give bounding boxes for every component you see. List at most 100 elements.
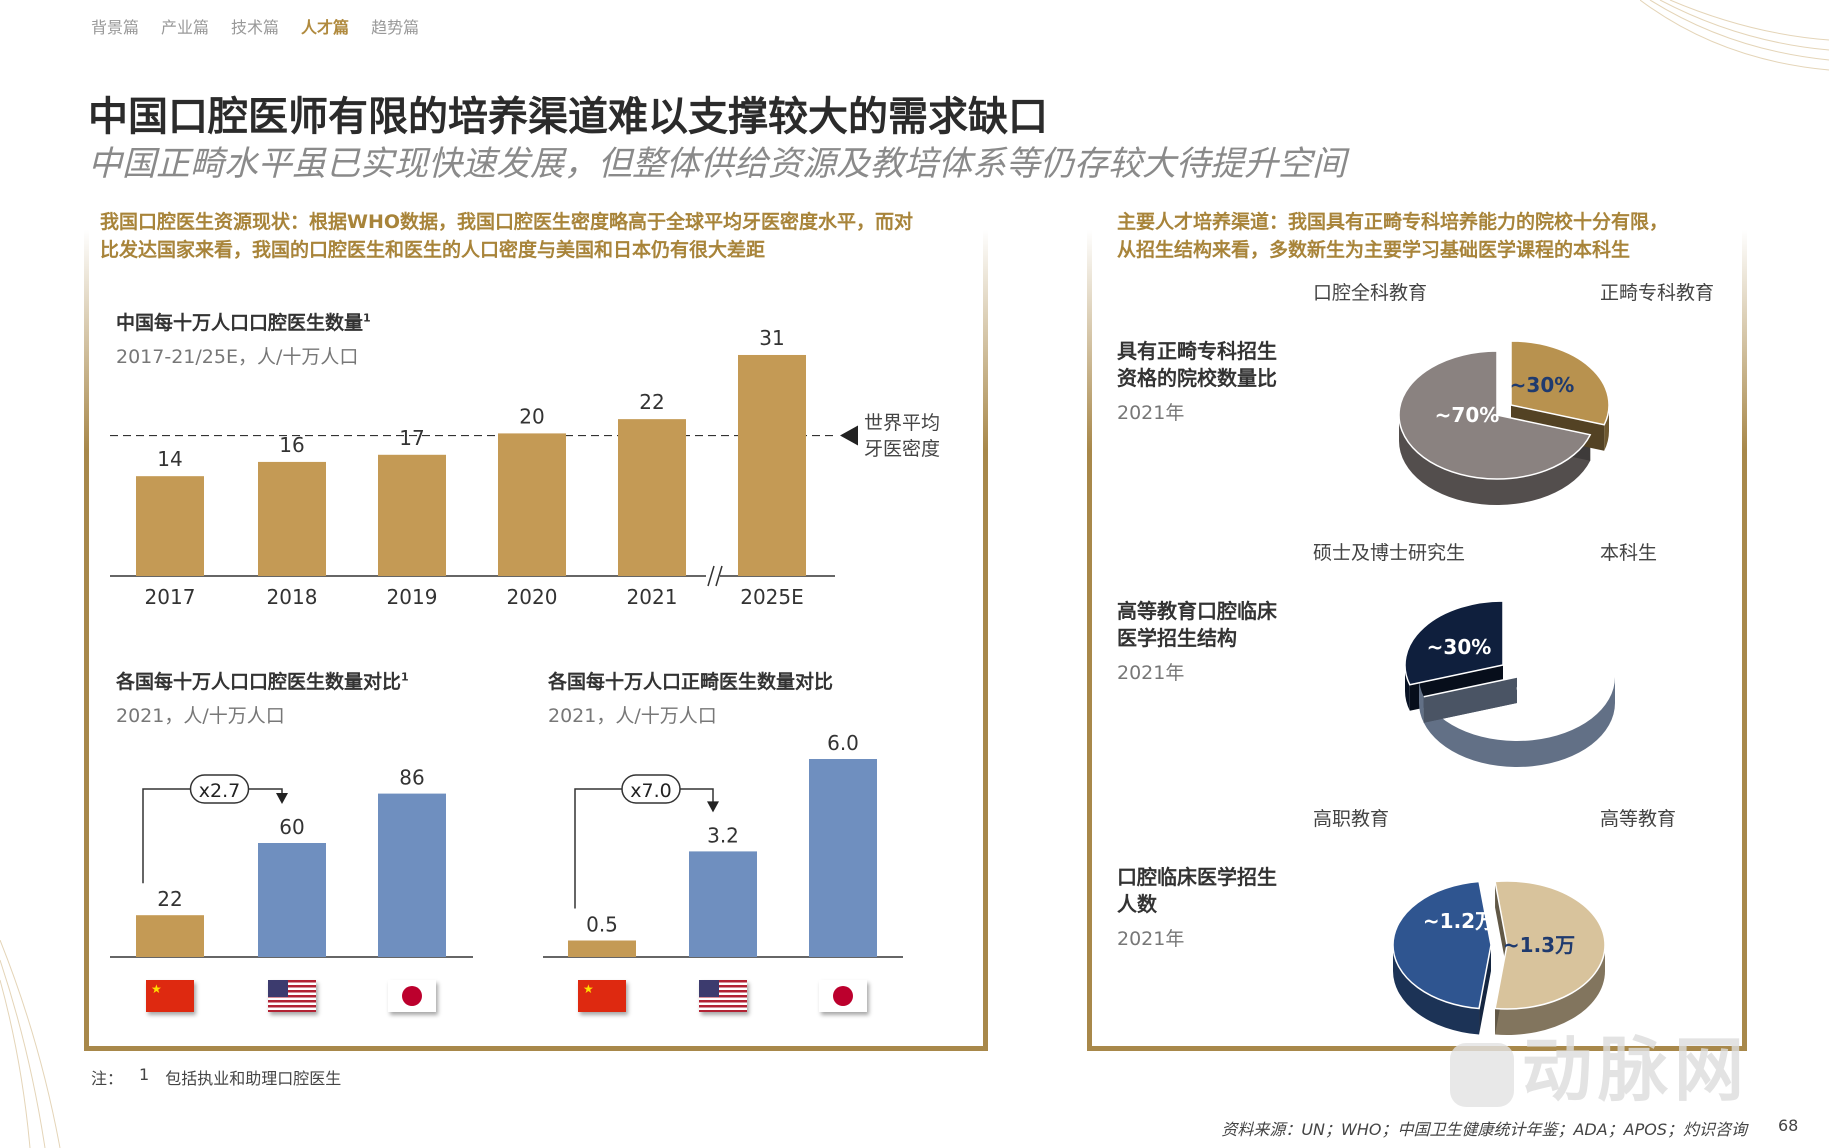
pie-slice-硕士及博士研究生 — [1404, 600, 1504, 686]
multiplier-badge — [189, 774, 250, 804]
data-label: 22 — [157, 887, 182, 911]
pie-slice-wall — [1423, 677, 1517, 723]
pie-slice-wall — [1495, 881, 1507, 971]
arrow-down-icon — [276, 793, 288, 804]
tab-technology[interactable]: 技术篇 — [231, 18, 280, 37]
pie-legend-label: 正畸专科教育 — [1600, 282, 1715, 304]
pie-slice-label: ~70% — [1515, 675, 1580, 699]
note-line: 比发达国家来看，我国的口腔医生和医生的人口密度与美国和日本仍有很大差距 — [100, 239, 766, 261]
bar-China — [136, 915, 204, 957]
decorative-lines — [1640, 0, 1829, 71]
data-label: 3.2 — [707, 823, 739, 847]
page-subtitle: 中国正畸水平虽已实现快速发展，但整体供给资源及教培体系等仍存较大待提升空间 — [88, 144, 1346, 184]
chart1-subtitle: 2017-21/25E，人/十万人口 — [116, 346, 359, 368]
multiplier-text: x2.7 — [199, 780, 240, 802]
china-flag-icon: ★ — [578, 980, 626, 1012]
pie-year: 2021年 — [1117, 928, 1185, 950]
multiplier-badge — [621, 774, 681, 804]
right-panel-note: 主要人才培养渠道：我国具有正畸专科培养能力的院校十分有限， 从招生结构来看，多数… — [1117, 208, 1668, 264]
bar-2019 — [378, 454, 446, 576]
chart1-title-text: 中国每十万人口口腔医生数量 — [116, 312, 364, 334]
bar-2018 — [258, 461, 326, 576]
data-label: 22 — [639, 390, 664, 414]
pie-slice-side — [1393, 945, 1480, 1035]
pie-year: 2021年 — [1117, 402, 1185, 424]
usa-flag-icon — [699, 980, 747, 1012]
chart2-title-text: 各国每十万人口口腔医生数量对比 — [116, 671, 402, 693]
pie-title-line: 具有正畸专科招生 — [1117, 339, 1277, 363]
data-label: 16 — [279, 433, 304, 457]
world-average-label: 世界平均 牙医密度 — [864, 410, 940, 462]
bar-USA — [258, 843, 326, 957]
bar-2025E — [738, 354, 806, 576]
ref-label-line: 世界平均 — [864, 412, 941, 434]
footnote: 注： 1 包括执业和助理口腔医生 — [91, 1065, 341, 1089]
footnote-text: 包括执业和助理口腔医生 — [165, 1069, 342, 1088]
watermark-logo-icon — [1450, 1042, 1514, 1107]
pie-slice-label: ~1.2万 — [1423, 909, 1495, 933]
watermark: 动脉网 — [1450, 1034, 1750, 1107]
pie-legend-label: 硕士及博士研究生 — [1313, 542, 1466, 564]
pie-slice-label: ~30% — [1427, 635, 1492, 659]
note-line: 主要人才培养渠道：我国具有正畸专科培养能力的院校十分有限， — [1117, 211, 1669, 233]
pie-title-line: 人数 — [1117, 892, 1157, 916]
pie-slice-wall — [1479, 945, 1491, 1035]
japan-flag-icon — [388, 980, 436, 1012]
ref-label-line: 牙医密度 — [864, 438, 941, 460]
note-line: 从招生结构来看，多数新生为主要学习基础医学课程的本科生 — [1117, 239, 1631, 261]
pie-legend-label: 高等教育 — [1600, 808, 1677, 830]
pie-slice-label: ~1.3万 — [1503, 933, 1575, 957]
pie-2-title-block: 口腔临床医学招生 人数 2021年 — [1117, 864, 1277, 951]
chart2-subtitle: 2021，人/十万人口 — [116, 705, 285, 727]
axis-break-icon — [707, 565, 723, 587]
pie-slice-side — [1399, 415, 1591, 505]
pie-slice-label: ~30% — [1510, 373, 1575, 397]
china-flag-icon: ★ — [146, 980, 194, 1012]
pie-year: 2021年 — [1117, 662, 1185, 684]
tab-background[interactable]: 背景篇 — [91, 18, 140, 37]
x-tick-label: 2017 — [145, 585, 196, 609]
page-number: 68 — [1778, 1116, 1799, 1135]
note-line: 我国口腔医生资源现状：根据WHO数据，我国口腔医生密度略高于全球平均牙医密度水平… — [100, 211, 914, 233]
footnote-marker: 1 — [363, 311, 371, 325]
data-label: 86 — [399, 766, 424, 790]
pie-legend-label: 高职教育 — [1313, 808, 1390, 830]
pie-title-line: 高等教育口腔临床 — [1117, 599, 1277, 623]
bar-China — [568, 940, 636, 957]
page-title: 中国口腔医师有限的培养渠道难以支撑较大的需求缺口 — [88, 94, 1048, 140]
bar-Japan — [378, 793, 446, 957]
pie-0-title-block: 具有正畸专科招生 资格的院校数量比 2021年 — [1117, 338, 1277, 425]
multiplier-text: x7.0 — [630, 780, 671, 802]
pie-slice-口腔全科教育 — [1398, 350, 1592, 480]
tab-talent[interactable]: 人才篇 — [301, 18, 350, 37]
pie-title: 高等教育口腔临床 医学招生结构 — [1117, 598, 1277, 652]
footnote-marker: 1 — [401, 670, 409, 684]
bar-2021 — [618, 419, 686, 576]
pie-slice-side — [1419, 677, 1424, 723]
pie-legend-label: 口腔全科教育 — [1313, 282, 1428, 304]
arrow-left-icon — [840, 425, 858, 446]
section-nav: 背景篇 产业篇 技术篇 人才篇 趋势篇 — [91, 14, 419, 38]
pie-slice-side — [1423, 677, 1615, 767]
bar-charts: 142017162018172019202020222021312025E226… — [110, 326, 903, 958]
data-label: 0.5 — [586, 913, 618, 937]
watermark-text: 动脉网 — [1522, 1029, 1750, 1111]
x-tick-label: 2019 — [387, 585, 438, 609]
data-label: 17 — [399, 426, 424, 450]
pie-title-line: 口腔临床医学招生 — [1117, 865, 1277, 889]
chart2-title: 各国每十万人口口腔医生数量对比1 — [116, 667, 409, 694]
chart3-subtitle: 2021，人/十万人口 — [548, 705, 717, 727]
pie-slice-正畸专科教育 — [1510, 340, 1610, 426]
data-label: 20 — [519, 404, 544, 428]
data-label: 6.0 — [827, 731, 859, 755]
tab-industry[interactable]: 产业篇 — [161, 18, 210, 37]
x-tick-label: 2021 — [627, 585, 678, 609]
tab-trend[interactable]: 趋势篇 — [371, 18, 420, 37]
left-panel-note: 我国口腔医生资源现状：根据WHO数据，我国口腔医生密度略高于全球平均牙医密度水平… — [100, 208, 913, 264]
bar-Japan — [809, 759, 877, 957]
pie-title: 口腔临床医学招生 人数 — [1117, 864, 1277, 918]
pie-title-line: 医学招生结构 — [1117, 626, 1237, 650]
pie-legend-label: 本科生 — [1600, 542, 1658, 564]
data-label: 31 — [759, 326, 784, 350]
source-note: 资料来源：UN；WHO；中国卫生健康统计年鉴；ADA；APOS；灼识咨询 — [1221, 1120, 1747, 1139]
